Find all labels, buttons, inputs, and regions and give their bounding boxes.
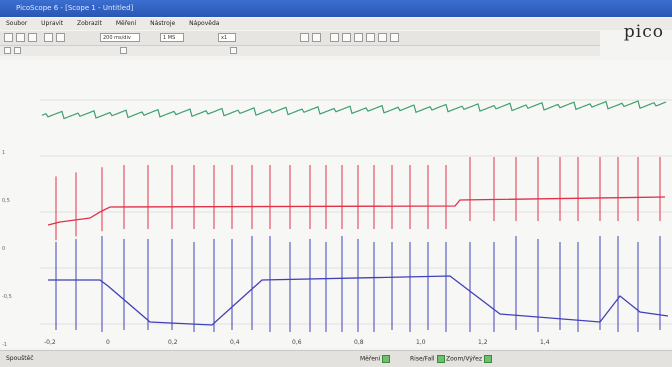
- channel-d-icon[interactable]: [230, 47, 237, 54]
- x-tick-label: -0,2: [44, 339, 56, 346]
- x-tick-label: 1,2: [478, 339, 488, 346]
- menu-measure[interactable]: Měření: [115, 20, 137, 27]
- risefall-icon: [436, 355, 445, 363]
- new-icon[interactable]: [4, 33, 13, 42]
- undo-zoom-icon[interactable]: [390, 33, 399, 42]
- x-tick-label: 0,2: [168, 339, 178, 346]
- scope-graph: -0,2 0 0,2 0,4 0,6 0,8 1,0 1,2 1,4 1 0,5 0 -0,5 -1: [2, 99, 672, 348]
- channel-blue-trace: [48, 275, 669, 326]
- menu-bar: Soubor Upravit Zobrazit Měření Nástroje …: [0, 18, 672, 30]
- open-icon[interactable]: [16, 33, 25, 42]
- status-measure[interactable]: Měření: [360, 355, 391, 363]
- channel-green-trace: [41, 100, 667, 120]
- run-icon[interactable]: [300, 33, 309, 42]
- timebase-select[interactable]: 200 ms/div: [100, 33, 140, 42]
- save-icon[interactable]: [28, 33, 37, 42]
- x-tick-label: 0,6: [292, 339, 302, 346]
- status-risefall[interactable]: Rise/Fall: [410, 355, 445, 363]
- scope-view[interactable]: -0,2 0 0,2 0,4 0,6 0,8 1,0 1,2 1,4 1 0,5 0 -0,5 -1: [0, 60, 672, 348]
- zoom-in-icon[interactable]: [354, 33, 363, 42]
- channel-b-icon[interactable]: [14, 47, 21, 54]
- brand-logo: pico: [623, 22, 664, 42]
- zoom-fit-icon[interactable]: [378, 33, 387, 42]
- x-tick-label: 1,4: [540, 339, 550, 346]
- stop-icon[interactable]: [312, 33, 321, 42]
- print-icon[interactable]: [44, 33, 53, 42]
- title-bar: PicoScope 6 - [Scope 1 - Untitled]: [0, 0, 672, 17]
- channel-red-trace: [47, 196, 666, 226]
- toolbar: 200 ms/div 1 MS x1: [0, 31, 600, 46]
- risefall-label: Rise/Fall: [410, 355, 435, 363]
- x-tick-label: 1,0: [416, 339, 426, 346]
- menu-file[interactable]: Soubor: [6, 20, 28, 27]
- measure-icon: [382, 355, 391, 363]
- x-tick-label: 0: [106, 339, 110, 346]
- status-zoom[interactable]: Zoom/Výřez: [446, 355, 492, 363]
- menu-view[interactable]: Zobrazit: [77, 20, 102, 27]
- channel-a-icon[interactable]: [4, 47, 11, 54]
- measure-label: Měření: [360, 355, 381, 363]
- menu-edit[interactable]: Upravit: [41, 20, 64, 27]
- y-tick-label: 0,5: [2, 198, 10, 204]
- y-tick-label: 1: [2, 150, 5, 156]
- status-trigger[interactable]: Spouštěč: [6, 355, 34, 362]
- channel-c-icon[interactable]: [120, 47, 127, 54]
- menu-tools[interactable]: Nástroje: [150, 20, 176, 27]
- menu-help[interactable]: Nápověda: [189, 20, 220, 27]
- zoom-label: Zoom/Výřez: [446, 355, 482, 363]
- y-tick-label: -0,5: [2, 294, 12, 300]
- hand-icon[interactable]: [342, 33, 351, 42]
- capture-count[interactable]: x1: [218, 33, 236, 42]
- status-bar: Spouštěč Měření Rise/Fall Zoom/Výřez: [0, 350, 672, 367]
- pointer-icon[interactable]: [330, 33, 339, 42]
- zoom-icon: [484, 355, 492, 363]
- channel-toolbar: [0, 46, 600, 56]
- x-tick-label: 0,4: [230, 339, 240, 346]
- y-tick-label: 0: [2, 246, 5, 252]
- x-tick-label: 0,8: [354, 339, 364, 346]
- y-tick-label: -1: [2, 342, 7, 348]
- samples-select[interactable]: 1 MS: [160, 33, 184, 42]
- zoom-out-icon[interactable]: [366, 33, 375, 42]
- settings-icon[interactable]: [56, 33, 65, 42]
